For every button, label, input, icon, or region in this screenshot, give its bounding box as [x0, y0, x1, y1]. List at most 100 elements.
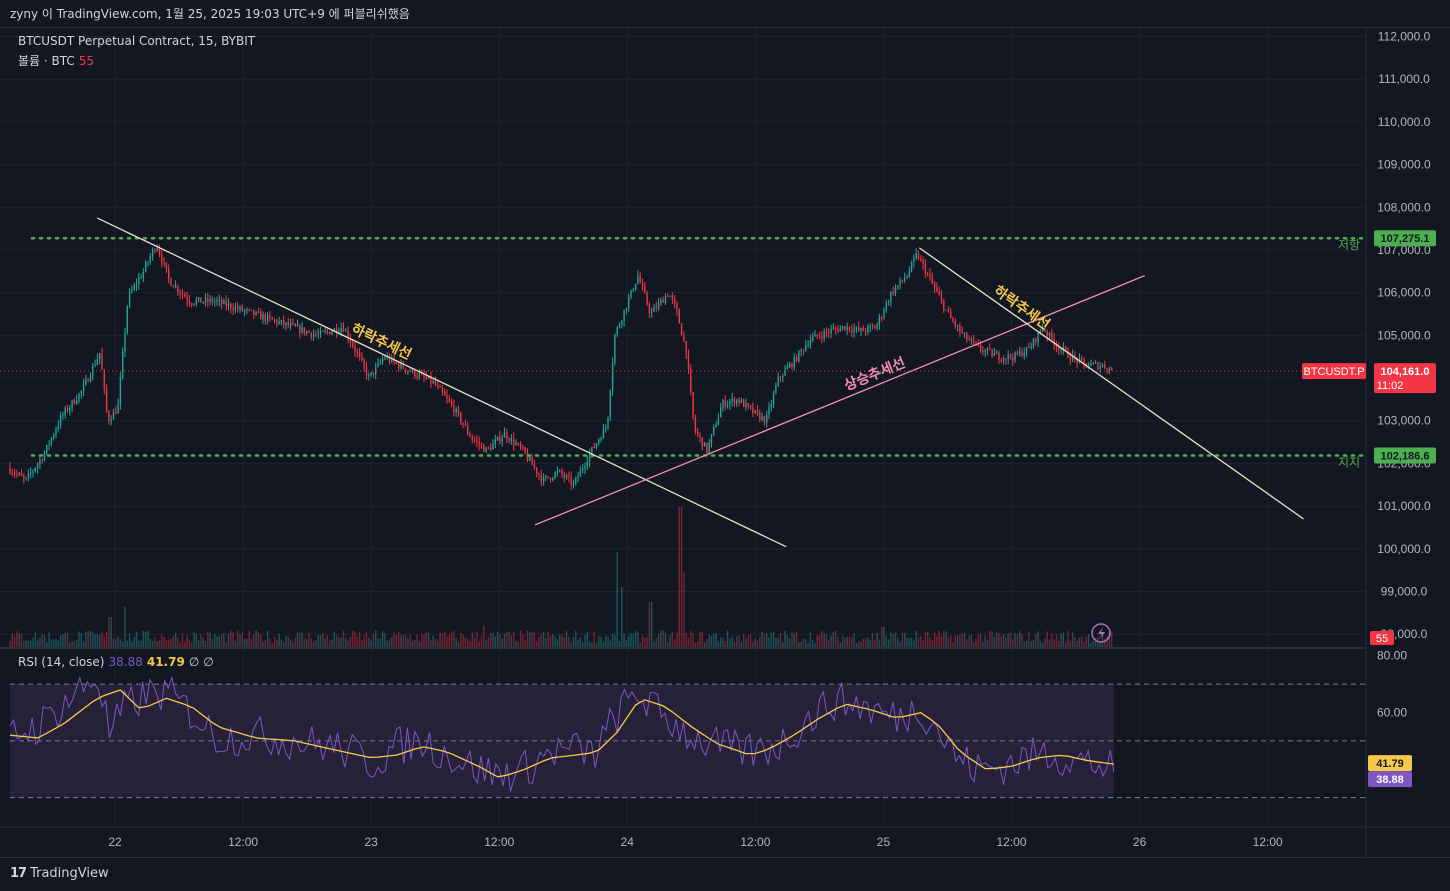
- volume-bar: [94, 634, 96, 647]
- trendline-up[interactable]: [534, 274, 1145, 526]
- candle-body: [115, 411, 117, 414]
- volume-bar: [133, 636, 135, 647]
- volume-bar: [871, 633, 874, 647]
- candle-body: [584, 465, 586, 469]
- volume-bar: [756, 640, 759, 647]
- candle-body: [993, 353, 996, 356]
- candle-body: [515, 443, 517, 445]
- candle-body: [319, 330, 322, 335]
- candle-body: [593, 447, 595, 449]
- volume-legend[interactable]: 볼륨 · BTC 55: [18, 52, 94, 69]
- candle-body: [637, 275, 639, 284]
- volume-bar: [634, 630, 637, 647]
- candle-body: [434, 380, 437, 386]
- candle-body: [588, 453, 591, 462]
- symbol-tag[interactable]: [1302, 363, 1366, 380]
- candle-body: [779, 376, 782, 378]
- volume-bar: [460, 632, 462, 647]
- rsi-line[interactable]: [9, 675, 1115, 792]
- volume-bar: [207, 631, 209, 647]
- candle-body: [379, 361, 381, 363]
- candle-body: [404, 368, 407, 372]
- volume-bar: [929, 637, 931, 647]
- volume-bar: [46, 641, 48, 647]
- volume-bar: [811, 639, 814, 647]
- candle-body: [956, 325, 959, 327]
- candle-body: [522, 447, 524, 449]
- chart-canvas[interactable]: 22 12:00 23 12:00 24 12:00 25 12:00 26 12:00 112,0…: [0, 0, 1450, 857]
- rsi-ma-line[interactable]: [9, 689, 1115, 778]
- candle-body: [324, 331, 326, 333]
- rsi-legend[interactable]: RSI (14, close) 38.88 41.79 ∅ ∅: [18, 655, 214, 669]
- volume-bar: [924, 632, 927, 647]
- volume-bar: [375, 630, 377, 647]
- candle-body: [529, 457, 531, 461]
- volume-bar: [135, 631, 138, 647]
- candle-body: [922, 259, 924, 264]
- y-axis-tick-label: 112,000.0: [1378, 30, 1431, 44]
- candle-body: [370, 372, 372, 376]
- candle-body: [968, 339, 970, 341]
- volume-bar: [851, 636, 853, 647]
- symbol-legend[interactable]: BTCUSDT Perpetual Contract, 15, BYBIT: [18, 34, 256, 48]
- volume-bar: [273, 636, 276, 647]
- volume-bar: [832, 631, 835, 647]
- candle-body: [653, 307, 655, 312]
- volume-bar: [878, 639, 881, 647]
- candle-body: [508, 438, 510, 441]
- candle-body: [82, 384, 85, 392]
- candle-body: [549, 477, 552, 480]
- x-axis-label: 25: [877, 835, 891, 849]
- volume-bar: [140, 640, 142, 647]
- volume-bar: [262, 641, 264, 647]
- volume-bar: [584, 635, 586, 647]
- volume-bar: [998, 633, 1000, 647]
- volume-bar: [80, 633, 82, 647]
- volume-bar: [908, 637, 910, 647]
- candle-body: [138, 278, 140, 285]
- candle-body: [846, 326, 848, 331]
- candle-body: [112, 411, 115, 420]
- candle-body: [1009, 354, 1012, 358]
- volume-bar: [531, 631, 533, 647]
- trendline-down[interactable]: [918, 247, 1304, 520]
- candle-body: [462, 422, 464, 425]
- candle-body: [857, 327, 860, 331]
- candle-body: [736, 399, 738, 404]
- tradingview-logo-icon: 17: [10, 866, 27, 881]
- volume-bar: [1012, 639, 1014, 647]
- candle-body: [821, 336, 823, 339]
- candle-body: [572, 482, 575, 485]
- footer-brand[interactable]: 17 TradingView: [0, 857, 1450, 891]
- candle-body: [788, 364, 791, 368]
- volume-bar: [142, 630, 145, 647]
- rsi-axis-tick: 80.00: [1377, 649, 1407, 663]
- candle-body: [657, 302, 660, 309]
- candle-body: [214, 301, 216, 303]
- volume-bar: [324, 638, 326, 647]
- candle-body: [499, 436, 501, 442]
- volume-bar: [170, 638, 172, 647]
- trendline-down[interactable]: [96, 217, 787, 548]
- candle-body: [1025, 346, 1028, 354]
- candle-body: [276, 320, 278, 324]
- candle-body: [673, 299, 676, 304]
- volume-bar: [795, 632, 798, 647]
- volume-bar: [869, 639, 871, 647]
- volume-bar: [20, 633, 23, 647]
- volume-bar: [793, 634, 795, 647]
- rsi-legend-extra-1: ∅: [188, 655, 200, 669]
- lightning-icon[interactable]: [1091, 623, 1111, 643]
- volume-bar: [1092, 640, 1094, 647]
- volume-bar: [655, 637, 657, 647]
- candle-body: [239, 306, 241, 310]
- volume-bar: [223, 632, 225, 647]
- volume-bar: [126, 640, 128, 647]
- candle-body: [89, 376, 92, 382]
- candle-body: [193, 303, 195, 305]
- candle-body: [269, 315, 271, 318]
- candle-body: [641, 282, 644, 287]
- candle-body: [243, 310, 246, 312]
- volume-bar: [662, 630, 664, 647]
- volume-bar: [333, 632, 335, 647]
